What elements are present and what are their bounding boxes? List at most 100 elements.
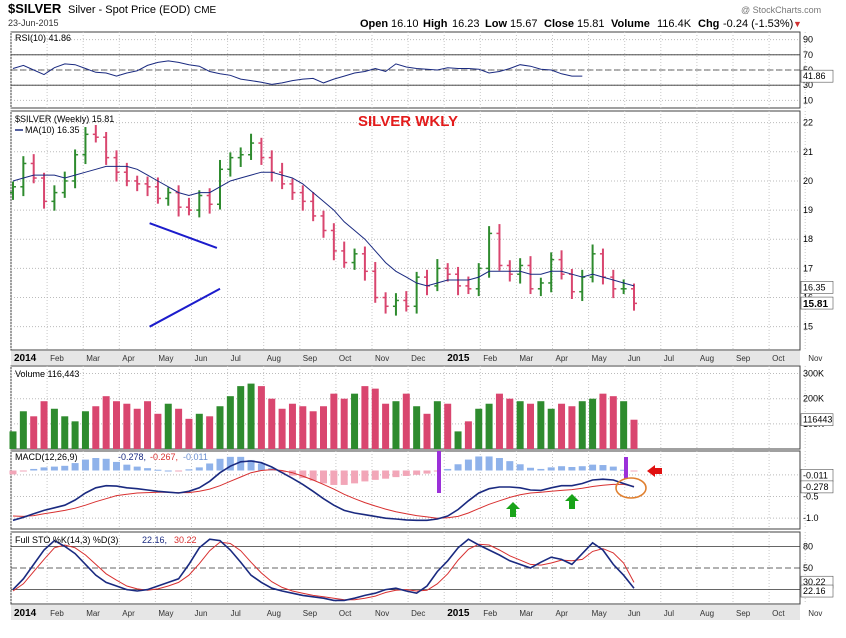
watermark: @ StockCharts.com bbox=[741, 5, 821, 15]
price-tick-label: 21 bbox=[803, 147, 813, 157]
low-value: 15.67 bbox=[510, 18, 538, 30]
volume-bar bbox=[361, 386, 369, 449]
macd-histogram-bar bbox=[278, 470, 286, 473]
volume-title: Volume 116,443 bbox=[15, 369, 79, 379]
rsi-tick-label: 30 bbox=[803, 80, 813, 90]
volume-bar bbox=[464, 421, 472, 449]
macd-histogram-bar bbox=[309, 470, 317, 481]
macd-histogram-bar bbox=[620, 469, 628, 471]
x-axis-label: Oct bbox=[772, 354, 785, 363]
x-axis-label: Nov bbox=[375, 354, 389, 363]
volume-bar bbox=[444, 403, 452, 449]
x-axis-label: May bbox=[158, 354, 173, 363]
x-axis-label: May bbox=[158, 609, 173, 618]
volume-bar bbox=[30, 416, 38, 449]
ma-last-value-box bbox=[800, 281, 834, 294]
volume-bar bbox=[630, 419, 638, 449]
chg-label: Chg bbox=[698, 18, 719, 30]
low-label: Low bbox=[485, 18, 507, 30]
volume-bar bbox=[578, 401, 586, 449]
price-title: $SILVER (Weekly) 15.81 bbox=[15, 114, 114, 124]
macd-histogram-bar bbox=[475, 456, 483, 471]
x-axis-label: Dec bbox=[411, 609, 425, 618]
volume-bar bbox=[154, 413, 162, 449]
macd-tick-label: -1.0 bbox=[803, 513, 819, 523]
volume-bar bbox=[226, 396, 234, 449]
macd-histogram-bar bbox=[371, 470, 379, 480]
macd-histogram-bar bbox=[423, 470, 431, 474]
x-axis-label: Oct bbox=[339, 609, 352, 618]
macd-histogram-bar bbox=[351, 470, 359, 484]
volume-bar bbox=[92, 406, 100, 449]
macd-last-value: -0.278 bbox=[803, 482, 829, 492]
x-axis-label: Jul bbox=[231, 609, 241, 618]
rsi-title: RSI(10) 41.86 bbox=[15, 33, 71, 43]
open-label: Open bbox=[360, 18, 388, 30]
volume-bar bbox=[61, 416, 69, 449]
macd-histogram-bar bbox=[164, 470, 172, 472]
rsi-tick-label: 10 bbox=[803, 95, 813, 105]
x-axis-label: 2014 bbox=[14, 608, 37, 619]
x-axis-label: Mar bbox=[86, 354, 100, 363]
macd-histogram-bar bbox=[50, 466, 58, 471]
macd-tick-label: -0.5 bbox=[803, 492, 819, 502]
macd-histogram-bar bbox=[589, 464, 597, 471]
x-axis-label: 2015 bbox=[447, 353, 470, 364]
purple-marker bbox=[437, 451, 441, 493]
x-axis-band-bottom bbox=[11, 605, 800, 620]
volume-bar bbox=[558, 403, 566, 449]
volume-bar bbox=[330, 393, 338, 449]
volume-bar bbox=[9, 431, 17, 449]
volume-bar bbox=[288, 403, 296, 449]
chg-value: -0.24 (-1.53%) bbox=[723, 18, 793, 30]
x-axis-label: Mar bbox=[519, 609, 533, 618]
volume-bar bbox=[309, 411, 317, 449]
volume-bar bbox=[175, 408, 183, 449]
x-axis-label: May bbox=[592, 354, 607, 363]
sto-k-line bbox=[12, 538, 635, 602]
macd-histogram-bar bbox=[102, 458, 110, 471]
x-axis-label: Jun bbox=[195, 609, 208, 618]
x-axis-label: Feb bbox=[50, 354, 64, 363]
macd-histogram-bar bbox=[154, 469, 162, 471]
volume-bar bbox=[50, 408, 58, 449]
x-axis-label: Aug bbox=[700, 354, 714, 363]
volume-bar bbox=[81, 411, 89, 449]
x-axis-label: Apr bbox=[556, 609, 569, 618]
x-axis-label: Apr bbox=[122, 354, 135, 363]
high-label: High bbox=[423, 18, 448, 30]
volume-last-value: 116443 bbox=[803, 415, 832, 425]
sto-k-last-value-box bbox=[800, 584, 834, 598]
macd-panel bbox=[10, 450, 801, 530]
volume-bar bbox=[413, 406, 421, 449]
volume-label: Volume bbox=[611, 18, 650, 30]
volume-bar bbox=[278, 408, 286, 449]
volume-bar bbox=[195, 413, 203, 449]
macd-histogram-bar bbox=[9, 470, 17, 475]
x-axis-label: Jun bbox=[628, 609, 641, 618]
macd-histogram-bar bbox=[485, 456, 493, 471]
price-tick-label: 19 bbox=[803, 205, 813, 215]
x-axis-label: Sep bbox=[736, 609, 751, 618]
macd-histogram-bar bbox=[226, 456, 234, 471]
sto-title: Full STO %K(14,3) %D(3) bbox=[15, 535, 118, 545]
volume-tick-label: 300K bbox=[803, 369, 824, 379]
instrument-name: Silver - Spot Price (EOD) bbox=[68, 4, 190, 16]
volume-bar bbox=[268, 398, 276, 449]
price-tick-label: 22 bbox=[803, 118, 813, 128]
exchange: CME bbox=[194, 5, 217, 16]
volume-bar bbox=[495, 393, 503, 449]
x-axis-label: Aug bbox=[700, 609, 714, 618]
macd-histogram-bar bbox=[444, 468, 452, 471]
x-axis-label: Jul bbox=[231, 354, 241, 363]
macd-title: MACD(12,26,9) bbox=[15, 452, 78, 462]
volume-bar bbox=[206, 416, 214, 449]
orange-circle bbox=[615, 477, 647, 499]
macd-histogram-bar bbox=[123, 464, 131, 471]
volume-bar bbox=[547, 408, 555, 449]
macd-histogram-bar bbox=[206, 463, 214, 471]
volume-bar bbox=[371, 388, 379, 449]
price-tick-label: 18 bbox=[803, 234, 813, 244]
volume-bar bbox=[164, 403, 172, 449]
volume-bar bbox=[340, 398, 348, 449]
